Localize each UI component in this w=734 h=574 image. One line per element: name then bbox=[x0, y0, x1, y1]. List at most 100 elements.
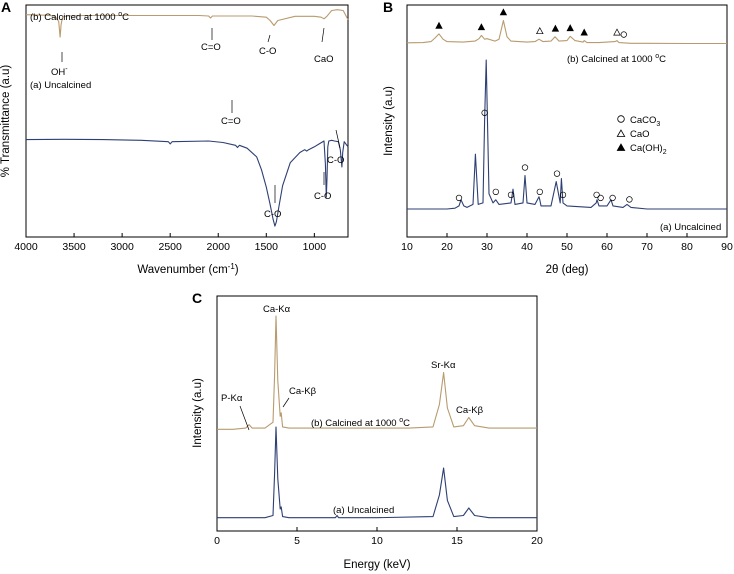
series-line-calcined bbox=[217, 315, 537, 430]
panel-b-label-uncalcined: (a) Uncalcined bbox=[660, 222, 721, 233]
panel-b-markers bbox=[435, 8, 633, 203]
marker-caco3 bbox=[620, 31, 627, 38]
panel-a-label-calcined: (b) Calcined at 1000 oC bbox=[30, 11, 129, 23]
panel-c-x-ticks: 0 5 10 15 20 bbox=[214, 527, 543, 547]
panel-a-x-axis-label: Wavenumber (cm-1) bbox=[137, 262, 238, 276]
x-tick-label: 15 bbox=[451, 535, 463, 547]
series-line-uncalcined bbox=[25, 138, 349, 227]
panel-b-legend: CaCO3 CaO Ca(OH)2 bbox=[616, 115, 667, 156]
marker-caco3 bbox=[481, 109, 488, 116]
series-line-calcined bbox=[25, 9, 349, 38]
series-line-uncalcined bbox=[407, 59, 727, 210]
panel-c-letter: C bbox=[192, 290, 202, 306]
panel-c-ann-sr-ka: Sr-Kα bbox=[431, 360, 456, 371]
panel-c-arrow-ca-kb-low bbox=[282, 397, 290, 408]
panel-a-ann-oh: OH- bbox=[51, 66, 68, 78]
marker-caoh2 bbox=[580, 28, 588, 36]
panel-c-ann-ca-ka: Ca-Kα bbox=[263, 304, 291, 315]
marker-caco3 bbox=[553, 170, 561, 177]
x-tick-label: 90 bbox=[721, 241, 733, 253]
panel-a-x-ticks: 4000 3500 3000 2500 2000 1500 1000 bbox=[14, 233, 326, 253]
panel-b-curves bbox=[406, 19, 727, 210]
panel-c-label-calcined: (b) Calcined at 1000 oC bbox=[311, 417, 410, 429]
series-line-uncalcined bbox=[217, 426, 537, 519]
panel-a-label-uncalcined: (a) Uncalcined bbox=[30, 80, 91, 91]
x-tick-label: 20 bbox=[441, 241, 453, 253]
panel-c-arrow-p-ka bbox=[239, 405, 250, 431]
marker-caoh2 bbox=[435, 21, 443, 29]
marker-caco3 bbox=[609, 194, 616, 202]
panel-a-letter: A bbox=[1, 0, 11, 15]
panel-a-arrow-c-o-713 bbox=[335, 129, 341, 149]
panel-c-y-axis-label: Intensity (a.u) bbox=[192, 378, 204, 448]
panel-b-label-calcined: (b) Calcined at 1000 oC bbox=[567, 53, 666, 65]
panel-a-ann-c-o-1400: C-O bbox=[264, 209, 281, 220]
panel-b-y-axis-label: Intensity (a.u) bbox=[383, 86, 395, 156]
x-tick-label: 70 bbox=[641, 241, 653, 253]
panel-a-ann-co-double-uncalcined: C=O bbox=[221, 116, 241, 127]
marker-caoh2 bbox=[551, 24, 560, 32]
x-tick-label: 20 bbox=[531, 535, 543, 547]
x-tick-label: 10 bbox=[401, 241, 413, 253]
panel-b-letter: B bbox=[383, 0, 393, 15]
panel-b-xrd: B 10 20 30 40 50 60 70 80 90 Intensity (a.u) 2θ … bbox=[383, 0, 733, 276]
x-tick-label: 1000 bbox=[303, 241, 327, 253]
x-tick-label: 3500 bbox=[62, 241, 86, 253]
panel-c-annotations: Ca-Kα Ca-Kβ P-Kα Sr-Kα Ca-Kβ bbox=[221, 304, 484, 431]
marker-caco3 bbox=[536, 188, 543, 195]
marker-caco3 bbox=[507, 191, 515, 199]
panel-a-ann-cao: CaO bbox=[314, 54, 334, 65]
x-tick-label: 40 bbox=[521, 241, 533, 253]
panel-a-ann-c-o-713: C-O bbox=[327, 155, 344, 166]
panel-a-frame bbox=[25, 4, 349, 238]
panel-a-curves bbox=[25, 9, 349, 227]
legend-cao: CaO bbox=[630, 129, 650, 140]
marker-caco3 bbox=[626, 196, 633, 203]
panel-c-ann-ca-kb-high: Ca-Kβ bbox=[456, 405, 484, 416]
panel-c-curves bbox=[217, 315, 537, 519]
panel-a-ann-c-o-calcined: C-O bbox=[259, 46, 276, 57]
x-tick-label: 30 bbox=[481, 241, 493, 253]
marker-caco3 bbox=[593, 191, 600, 199]
marker-caoh2 bbox=[566, 24, 574, 32]
panel-a-ftir: A 4000 3500 3000 2500 2000 1500 1000 % Transmi… bbox=[0, 0, 349, 276]
legend-caoh2: Ca(OH)2 bbox=[630, 143, 667, 156]
panel-c-ann-p-ka: P-Kα bbox=[221, 393, 243, 404]
panel-a-arrow-c-o-calcined bbox=[267, 34, 271, 43]
x-tick-label: 2000 bbox=[207, 241, 231, 253]
marker-cao bbox=[536, 26, 544, 35]
panel-c-edx: C 0 5 10 15 20 Intensity (a.u) Energy (keV) … bbox=[192, 290, 543, 571]
marker-caco3 bbox=[597, 194, 604, 202]
panel-a-annotations: OH- C=O C-O CaO C=O C-O C-O C-O bbox=[51, 27, 344, 220]
panel-c-ann-ca-kb-low: Ca-Kβ bbox=[289, 386, 317, 397]
legend-open-triangle-symbol bbox=[616, 129, 626, 137]
x-tick-label: 3000 bbox=[110, 241, 134, 253]
legend-caco3: CaCO3 bbox=[630, 115, 660, 128]
marker-cao bbox=[613, 28, 621, 36]
marker-caco3 bbox=[455, 194, 463, 202]
panel-a-ann-co-double-calcined: C=O bbox=[201, 42, 221, 53]
x-tick-label: 2500 bbox=[158, 241, 182, 253]
legend-circle-symbol bbox=[617, 115, 625, 123]
x-tick-label: 60 bbox=[601, 241, 613, 253]
x-tick-label: 80 bbox=[681, 241, 693, 253]
panel-a-y-axis-label: % Transmittance (a.u) bbox=[0, 65, 12, 178]
marker-caoh2 bbox=[499, 8, 508, 16]
panel-a-ann-c-o-876: C-O bbox=[314, 191, 331, 202]
x-tick-label: 4000 bbox=[14, 241, 38, 253]
x-tick-label: 5 bbox=[294, 535, 300, 547]
marker-caco3 bbox=[559, 191, 567, 199]
marker-caco3 bbox=[521, 164, 529, 171]
panel-b-x-axis-label: 2θ (deg) bbox=[546, 264, 589, 276]
marker-caco3 bbox=[492, 188, 499, 195]
x-tick-label: 10 bbox=[371, 535, 383, 547]
x-tick-label: 0 bbox=[214, 535, 220, 547]
marker-caoh2 bbox=[477, 23, 486, 31]
series-line-calcined bbox=[406, 19, 727, 45]
x-tick-label: 1500 bbox=[255, 241, 279, 253]
panel-a-arrow-cao bbox=[321, 27, 325, 43]
panel-c-label-uncalcined: (a) Uncalcined bbox=[333, 505, 394, 516]
panel-b-x-ticks: 10 20 30 40 50 60 70 80 90 bbox=[401, 233, 733, 253]
panel-c-frame bbox=[216, 295, 538, 532]
